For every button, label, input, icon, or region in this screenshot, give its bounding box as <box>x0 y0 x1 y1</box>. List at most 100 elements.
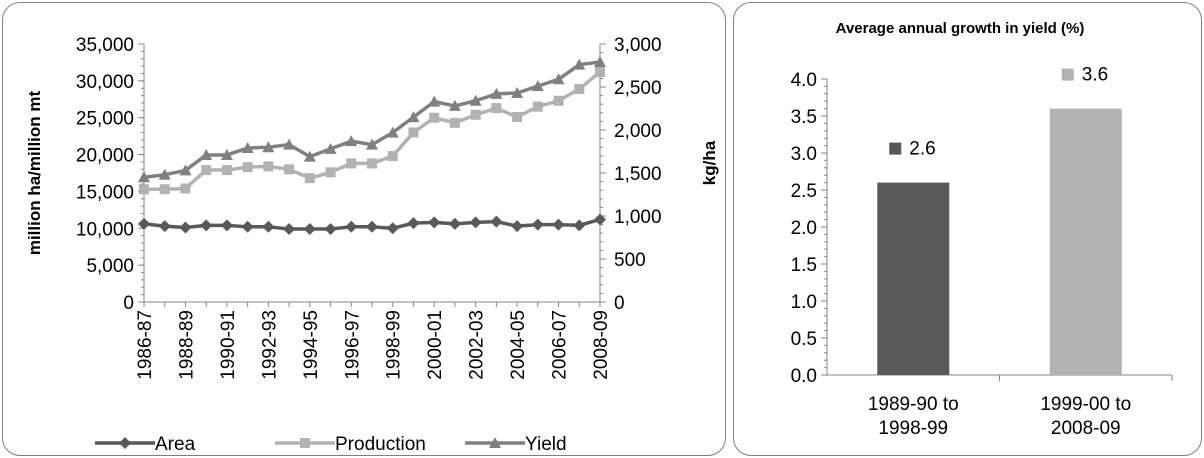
area-data-point <box>448 217 461 230</box>
production-data-point <box>470 109 481 120</box>
bar-1-label-key <box>889 142 902 155</box>
right-y-tick-label: 500 <box>614 250 646 271</box>
production-data-point <box>574 83 585 94</box>
right-y-tick-label: 2,500 <box>614 78 662 99</box>
bar-1-category-label: 1989-90 to <box>868 394 959 415</box>
bar-2-category-label: 1999-00 to <box>1040 394 1131 415</box>
left-y-axis-title: million ha/million mt <box>25 90 44 255</box>
yield-data-point <box>490 87 503 99</box>
yield-data-point <box>552 73 565 85</box>
production-data-point <box>429 112 440 123</box>
left-y-tick-label: 35,000 <box>76 35 134 56</box>
area-data-point <box>490 215 503 228</box>
production-data-point <box>221 165 232 176</box>
production-data-point <box>553 95 564 106</box>
bar-y-tick-label: 0.0 <box>791 366 817 387</box>
x-tick-label: 1986-87 <box>135 310 156 380</box>
legend-production-label: Production <box>335 434 426 455</box>
production-data-point <box>242 162 253 173</box>
yield-data-point <box>262 141 275 153</box>
yield-data-point <box>138 171 150 183</box>
left-y-tick-label: 25,000 <box>76 109 134 130</box>
bar-2 <box>1049 108 1122 375</box>
right-y-tick-label: 1,500 <box>614 164 662 185</box>
legend-area-marker <box>119 437 131 449</box>
left-y-tick-label: 30,000 <box>76 72 134 93</box>
x-tick-label: 2000-01 <box>425 310 446 380</box>
area-data-point <box>428 216 441 229</box>
left-y-tick-label: 10,000 <box>76 219 134 240</box>
yield-data-point <box>324 142 337 154</box>
area-data-point <box>573 219 586 232</box>
left-y-tick-label: 0 <box>123 293 134 314</box>
yield-data-point <box>158 168 171 180</box>
production-data-point <box>180 183 191 194</box>
yield-data-point <box>220 148 233 160</box>
area-data-point <box>138 217 150 230</box>
bar-y-tick-label: 4.0 <box>791 70 817 91</box>
production-data-point <box>408 127 419 138</box>
production-data-point <box>449 117 460 128</box>
x-tick-label: 1994-95 <box>301 310 322 380</box>
bar-2-category-label: 2008-09 <box>1051 418 1121 439</box>
legend-area-label: Area <box>155 434 196 455</box>
x-tick-label: 2006-07 <box>550 310 571 380</box>
left-y-tick-label: 20,000 <box>76 146 134 167</box>
area-data-point <box>407 217 420 230</box>
area-data-point <box>179 221 192 234</box>
legend-yield-label: Yield <box>525 434 567 455</box>
x-tick-label: 2002-03 <box>467 310 488 380</box>
bar-1-category-label: 1998-99 <box>878 418 948 439</box>
area-data-point <box>386 222 399 235</box>
legend-yield-marker <box>489 437 501 448</box>
yield-data-point <box>179 164 192 176</box>
production-data-point <box>387 151 398 162</box>
yield-data-point <box>345 135 358 147</box>
yield-data-point <box>200 148 213 160</box>
x-tick-label: 1998-99 <box>384 310 405 380</box>
production-data-point <box>201 165 212 176</box>
area-data-point <box>552 218 565 231</box>
production-data-point <box>367 158 377 169</box>
right-y-axis-title: kg/ha <box>700 140 719 185</box>
area-data-point <box>531 218 544 231</box>
area-data-point <box>345 220 358 233</box>
bar-y-tick-label: 3.5 <box>791 107 817 128</box>
x-tick-label: 2004-05 <box>508 310 529 380</box>
x-tick-label: 1990-91 <box>218 310 239 380</box>
area-data-point <box>469 216 482 229</box>
right-y-tick-label: 1,000 <box>614 207 662 228</box>
x-tick-label: 1992-93 <box>259 310 280 380</box>
area-data-point <box>220 219 233 232</box>
production-data-point <box>139 184 149 195</box>
yield-data-point <box>594 56 606 68</box>
x-tick-label: 1988-89 <box>176 310 197 380</box>
legend-production-marker <box>300 438 310 448</box>
production-data-point <box>532 101 543 112</box>
yield-data-point <box>303 150 316 162</box>
yield-data-point <box>386 126 399 138</box>
area-data-point <box>303 223 316 236</box>
area-data-point <box>324 223 337 236</box>
yield-data-point <box>573 58 586 70</box>
production-data-point <box>159 184 170 195</box>
bar-y-tick-label: 3.0 <box>791 144 817 165</box>
yield-data-point <box>366 138 378 150</box>
bar-chart-title: Average annual growth in yield (%) <box>836 20 1085 37</box>
right-chart-panel <box>733 2 1202 456</box>
production-data-point <box>491 103 502 114</box>
bar-y-tick-label: 1.5 <box>791 255 817 276</box>
bar-2-label-key <box>1061 68 1074 81</box>
area-data-point <box>511 220 524 233</box>
bar-y-tick-label: 2.0 <box>791 218 817 239</box>
left-chart-panel <box>2 2 726 456</box>
right-y-tick-label: 3,000 <box>614 35 662 56</box>
bar-1 <box>877 182 950 375</box>
area-data-point <box>200 219 213 232</box>
yield-data-point <box>448 99 461 111</box>
left-y-tick-label: 15,000 <box>76 182 134 203</box>
bar-y-tick-label: 2.5 <box>791 181 817 202</box>
production-data-point <box>284 164 295 175</box>
